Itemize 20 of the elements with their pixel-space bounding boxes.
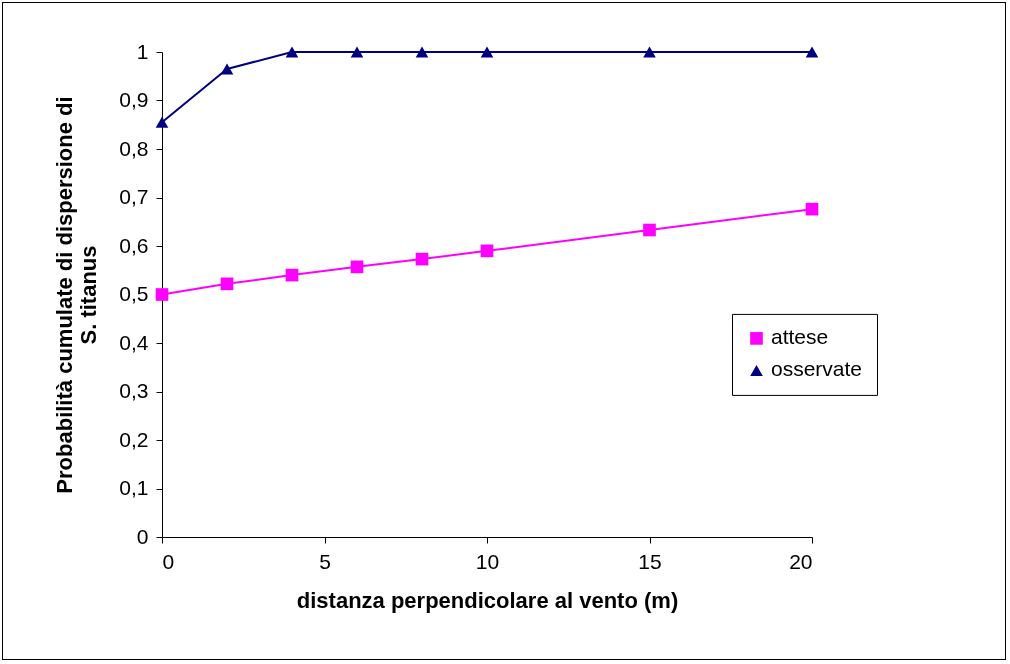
x-tick-label: 20	[789, 549, 813, 573]
y-tick-label: 0	[136, 524, 149, 548]
x-tick-label: 0	[162, 549, 175, 573]
y-tick-label: 0,9	[119, 88, 149, 111]
y-tick-label: 0,5	[119, 282, 149, 305]
x-tick-label: 15	[638, 549, 662, 573]
y-tick-label: 0,1	[119, 476, 149, 499]
y-tick-label: 0,3	[119, 379, 149, 402]
y-tick-label: 0,6	[119, 233, 149, 257]
y-axis-title: Probabilità cumulate di dispersione di S. titanus	[52, 96, 102, 494]
x-axis-title: distanza perpendicolare al vento (m)	[296, 587, 679, 613]
legend-label: osservate	[771, 357, 863, 381]
y-tick-label: 0,7	[119, 185, 149, 208]
x-tick-label: 10	[475, 549, 500, 573]
x-tick-label: 5	[319, 549, 331, 573]
y-tick-label: 0,4	[119, 330, 149, 354]
y-tick-label: 1	[136, 39, 149, 63]
y-tick-label: 0,2	[119, 427, 149, 451]
y-tick-label: 0,8	[119, 136, 149, 160]
legend-label: attese	[771, 325, 829, 349]
